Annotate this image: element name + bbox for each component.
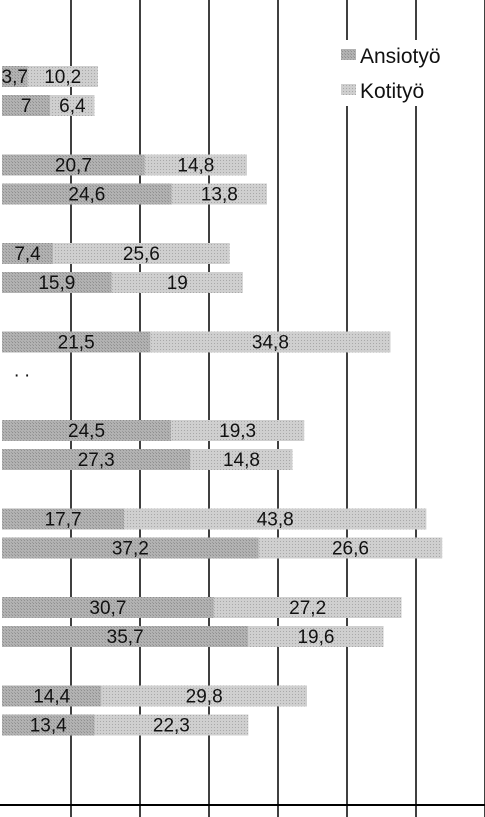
bar-ansiotyo (2, 714, 95, 736)
legend-label-ansiotyo: Ansiotyö (360, 45, 441, 68)
bar-kotityo (27, 66, 98, 87)
value-label-kotityo: 19 (167, 273, 188, 294)
value-label-kotityo: 34,8 (252, 333, 289, 354)
legend-label-kotityo: Kotityö (360, 80, 424, 103)
value-label-ansiotyo: 3,7 (2, 67, 28, 88)
bar-ansiotyo (2, 685, 102, 707)
value-label-ansiotyo: 17,7 (45, 510, 82, 531)
missing-value-label: . . (14, 361, 30, 382)
value-label-kotityo: 19,3 (219, 421, 256, 442)
bar-ansiotyo (2, 449, 191, 470)
value-label-ansiotyo: 14,4 (33, 687, 70, 708)
bar-ansiotyo (2, 420, 172, 441)
value-label-ansiotyo: 30,7 (89, 598, 126, 619)
bar-ansiotyo (2, 243, 54, 264)
value-label-ansiotyo: 37,2 (112, 539, 149, 560)
bar-kotityo (101, 685, 307, 707)
legend-bg (336, 40, 466, 106)
value-label-kotityo: 6,4 (59, 96, 86, 117)
bar-kotityo (213, 597, 402, 618)
legend: Ansiotyö Kotityö (341, 45, 441, 103)
value-label-kotityo: 26,6 (332, 539, 369, 560)
value-label-ansiotyo: 24,5 (68, 421, 105, 442)
bar-kotityo (124, 508, 427, 530)
value-label-kotityo: 10,2 (44, 67, 81, 88)
bar-kotityo (248, 626, 384, 647)
bar-kotityo (171, 420, 305, 441)
bar-kotityo (190, 449, 293, 470)
value-label-ansiotyo: 15,9 (38, 273, 75, 294)
value-label-ansiotyo: 35,7 (107, 627, 144, 648)
value-label-kotityo: 27,2 (289, 598, 326, 619)
grid-lines (70, 0, 485, 817)
bar-kotityo (111, 272, 243, 293)
bar-ansiotyo (2, 508, 125, 530)
value-label-kotityo: 22,3 (153, 716, 190, 737)
bar-ansiotyo (2, 95, 51, 116)
bar-kotityo (94, 714, 249, 736)
bar-kotityo (144, 154, 247, 176)
bar-kotityo (150, 331, 391, 353)
bar-ansiotyo (2, 626, 249, 647)
bar-kotityo (258, 537, 443, 559)
value-label-ansiotyo: 13,4 (30, 716, 67, 737)
bar-ansiotyo (2, 537, 259, 559)
bar-ansiotyo (2, 66, 28, 87)
legend-swatch-ansiotyo (341, 49, 356, 60)
value-label-kotityo: 14,8 (177, 156, 214, 177)
value-label-ansiotyo: 7 (21, 96, 32, 117)
value-label-ansiotyo: 21,5 (58, 333, 95, 354)
value-labels: 3,7 10,2 7 6,4 20,7 14,8 24,6 13,8 7,4 25,6 15,9 19… (2, 67, 369, 737)
bar-ansiotyo (2, 272, 112, 293)
value-label-ansiotyo: 27,3 (78, 450, 115, 471)
value-label-kotityo: 19,6 (297, 627, 334, 648)
legend-swatch-kotityo (341, 84, 356, 95)
value-label-kotityo: 14,8 (223, 450, 260, 471)
bar-kotityo (171, 183, 267, 205)
bars (2, 66, 443, 736)
value-label-kotityo: 25,6 (123, 244, 160, 265)
value-label-ansiotyo: 24,6 (68, 185, 105, 206)
bar-ansiotyo (2, 154, 145, 176)
value-label-kotityo: 13,8 (201, 185, 238, 206)
value-label-kotityo: 29,8 (186, 687, 223, 708)
bar-kotityo (50, 95, 95, 116)
value-label-ansiotyo: 7,4 (14, 244, 41, 265)
bar-ansiotyo (2, 597, 214, 618)
value-label-kotityo: 43,8 (257, 510, 294, 531)
bar-kotityo (53, 243, 230, 264)
bar-ansiotyo (2, 331, 151, 353)
value-label-ansiotyo: 20,7 (55, 156, 92, 177)
bar-ansiotyo (2, 183, 172, 205)
